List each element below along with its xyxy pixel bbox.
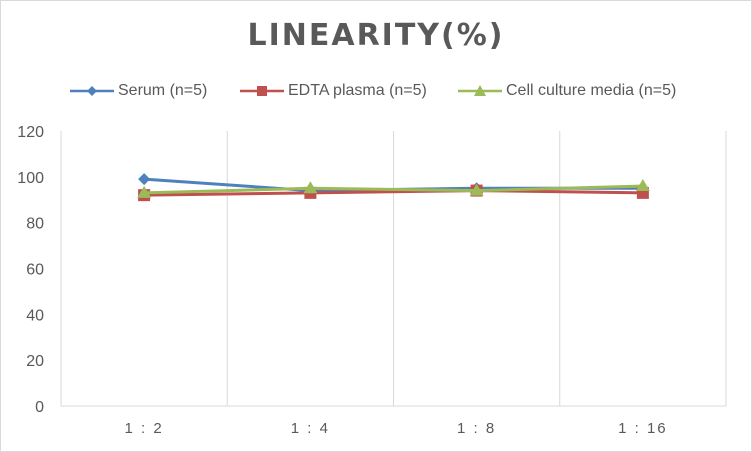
data-point-triangle	[469, 183, 484, 196]
legend-edta-marker	[240, 86, 284, 96]
data-point-triangle	[635, 179, 650, 191]
series-line-2	[144, 184, 643, 195]
legend-serum-label: Serum (n=5)	[118, 82, 208, 99]
x-tick-label: 1 : 4	[291, 420, 330, 437]
data-point-triangle	[303, 181, 318, 194]
data-point-diamond	[138, 173, 151, 186]
y-tick-label: 100	[17, 170, 44, 187]
y-tick-label: 40	[26, 307, 44, 324]
y-tick-label: 20	[26, 353, 44, 370]
legend-item-serum: Serum (n=5)	[70, 80, 207, 102]
y-tick-label: 80	[26, 216, 44, 233]
data-point-triangle	[137, 185, 152, 198]
legend-cell-label: Cell culture media (n=5)	[506, 82, 677, 99]
chart-title: LINEARITY(%)	[247, 18, 505, 53]
legend-cell-marker	[458, 85, 502, 96]
y-tick-label: 120	[17, 124, 44, 141]
x-tick-label: 1 : 8	[457, 420, 496, 437]
y-tick-label: 0	[35, 399, 44, 416]
legend-edta-label: EDTA plasma (n=5)	[288, 82, 427, 99]
y-tick-label: 60	[26, 262, 44, 279]
legend-item-edta: EDTA plasma (n=5)	[240, 80, 427, 102]
legend: Serum (n=5) EDTA plasma (n=5) Cell cultu…	[0, 80, 752, 102]
legend-serum-marker	[70, 86, 114, 96]
legend-item-cell: Cell culture media (n=5)	[458, 80, 676, 102]
x-tick-label: 1 : 16	[618, 420, 668, 437]
x-tick-label: 1 : 2	[125, 420, 164, 437]
series-line-1	[144, 189, 643, 197]
